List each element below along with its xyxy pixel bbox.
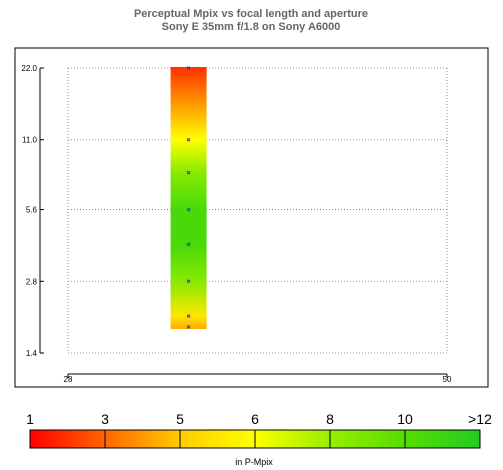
plot-frame xyxy=(14,47,489,388)
colorbar-tick-label: >12 xyxy=(468,411,492,427)
chart-title: Perceptual Mpix vs focal length and aper… xyxy=(134,8,368,20)
y-tick-label: 22.0 xyxy=(21,64,37,73)
sample-point xyxy=(186,207,191,212)
y-tick-label: 1.4 xyxy=(26,349,38,358)
y-tick-label: 2.8 xyxy=(26,277,38,286)
sample-point xyxy=(186,137,191,142)
sample-point xyxy=(186,279,191,284)
colorbar-label: in P-Mpix xyxy=(235,457,273,467)
colorbar-tick-label: 8 xyxy=(326,411,334,427)
sample-point xyxy=(186,66,191,70)
sample-point xyxy=(186,314,191,318)
chart-subtitle: Sony E 35mm f/1.8 on Sony A6000 xyxy=(162,21,341,33)
x-tick-label: 50 xyxy=(443,375,452,384)
x-axis: 28 50 xyxy=(64,374,452,384)
sample-point xyxy=(186,170,191,175)
colorbar-ticks: 1 3 5 6 8 10 >12 xyxy=(26,411,492,448)
colorbar-tick-label: 5 xyxy=(176,411,184,427)
sample-point xyxy=(186,325,191,329)
colorbar-tick-label: 3 xyxy=(101,411,109,427)
y-tick-label: 5.6 xyxy=(26,206,38,215)
grid xyxy=(67,67,448,354)
sample-points xyxy=(186,66,191,329)
x-tick-label: 28 xyxy=(64,375,73,384)
y-tick-label: 11.0 xyxy=(22,136,38,145)
colorbar-tick-label: 6 xyxy=(251,411,259,427)
y-axis: 1.4 2.8 5.6 11.0 22.0 xyxy=(21,64,44,358)
heatmap-strip xyxy=(170,67,207,329)
colorbar-tick-label: 10 xyxy=(397,411,413,427)
sample-point xyxy=(186,242,191,247)
colorbar-tick-label: 1 xyxy=(26,411,34,427)
